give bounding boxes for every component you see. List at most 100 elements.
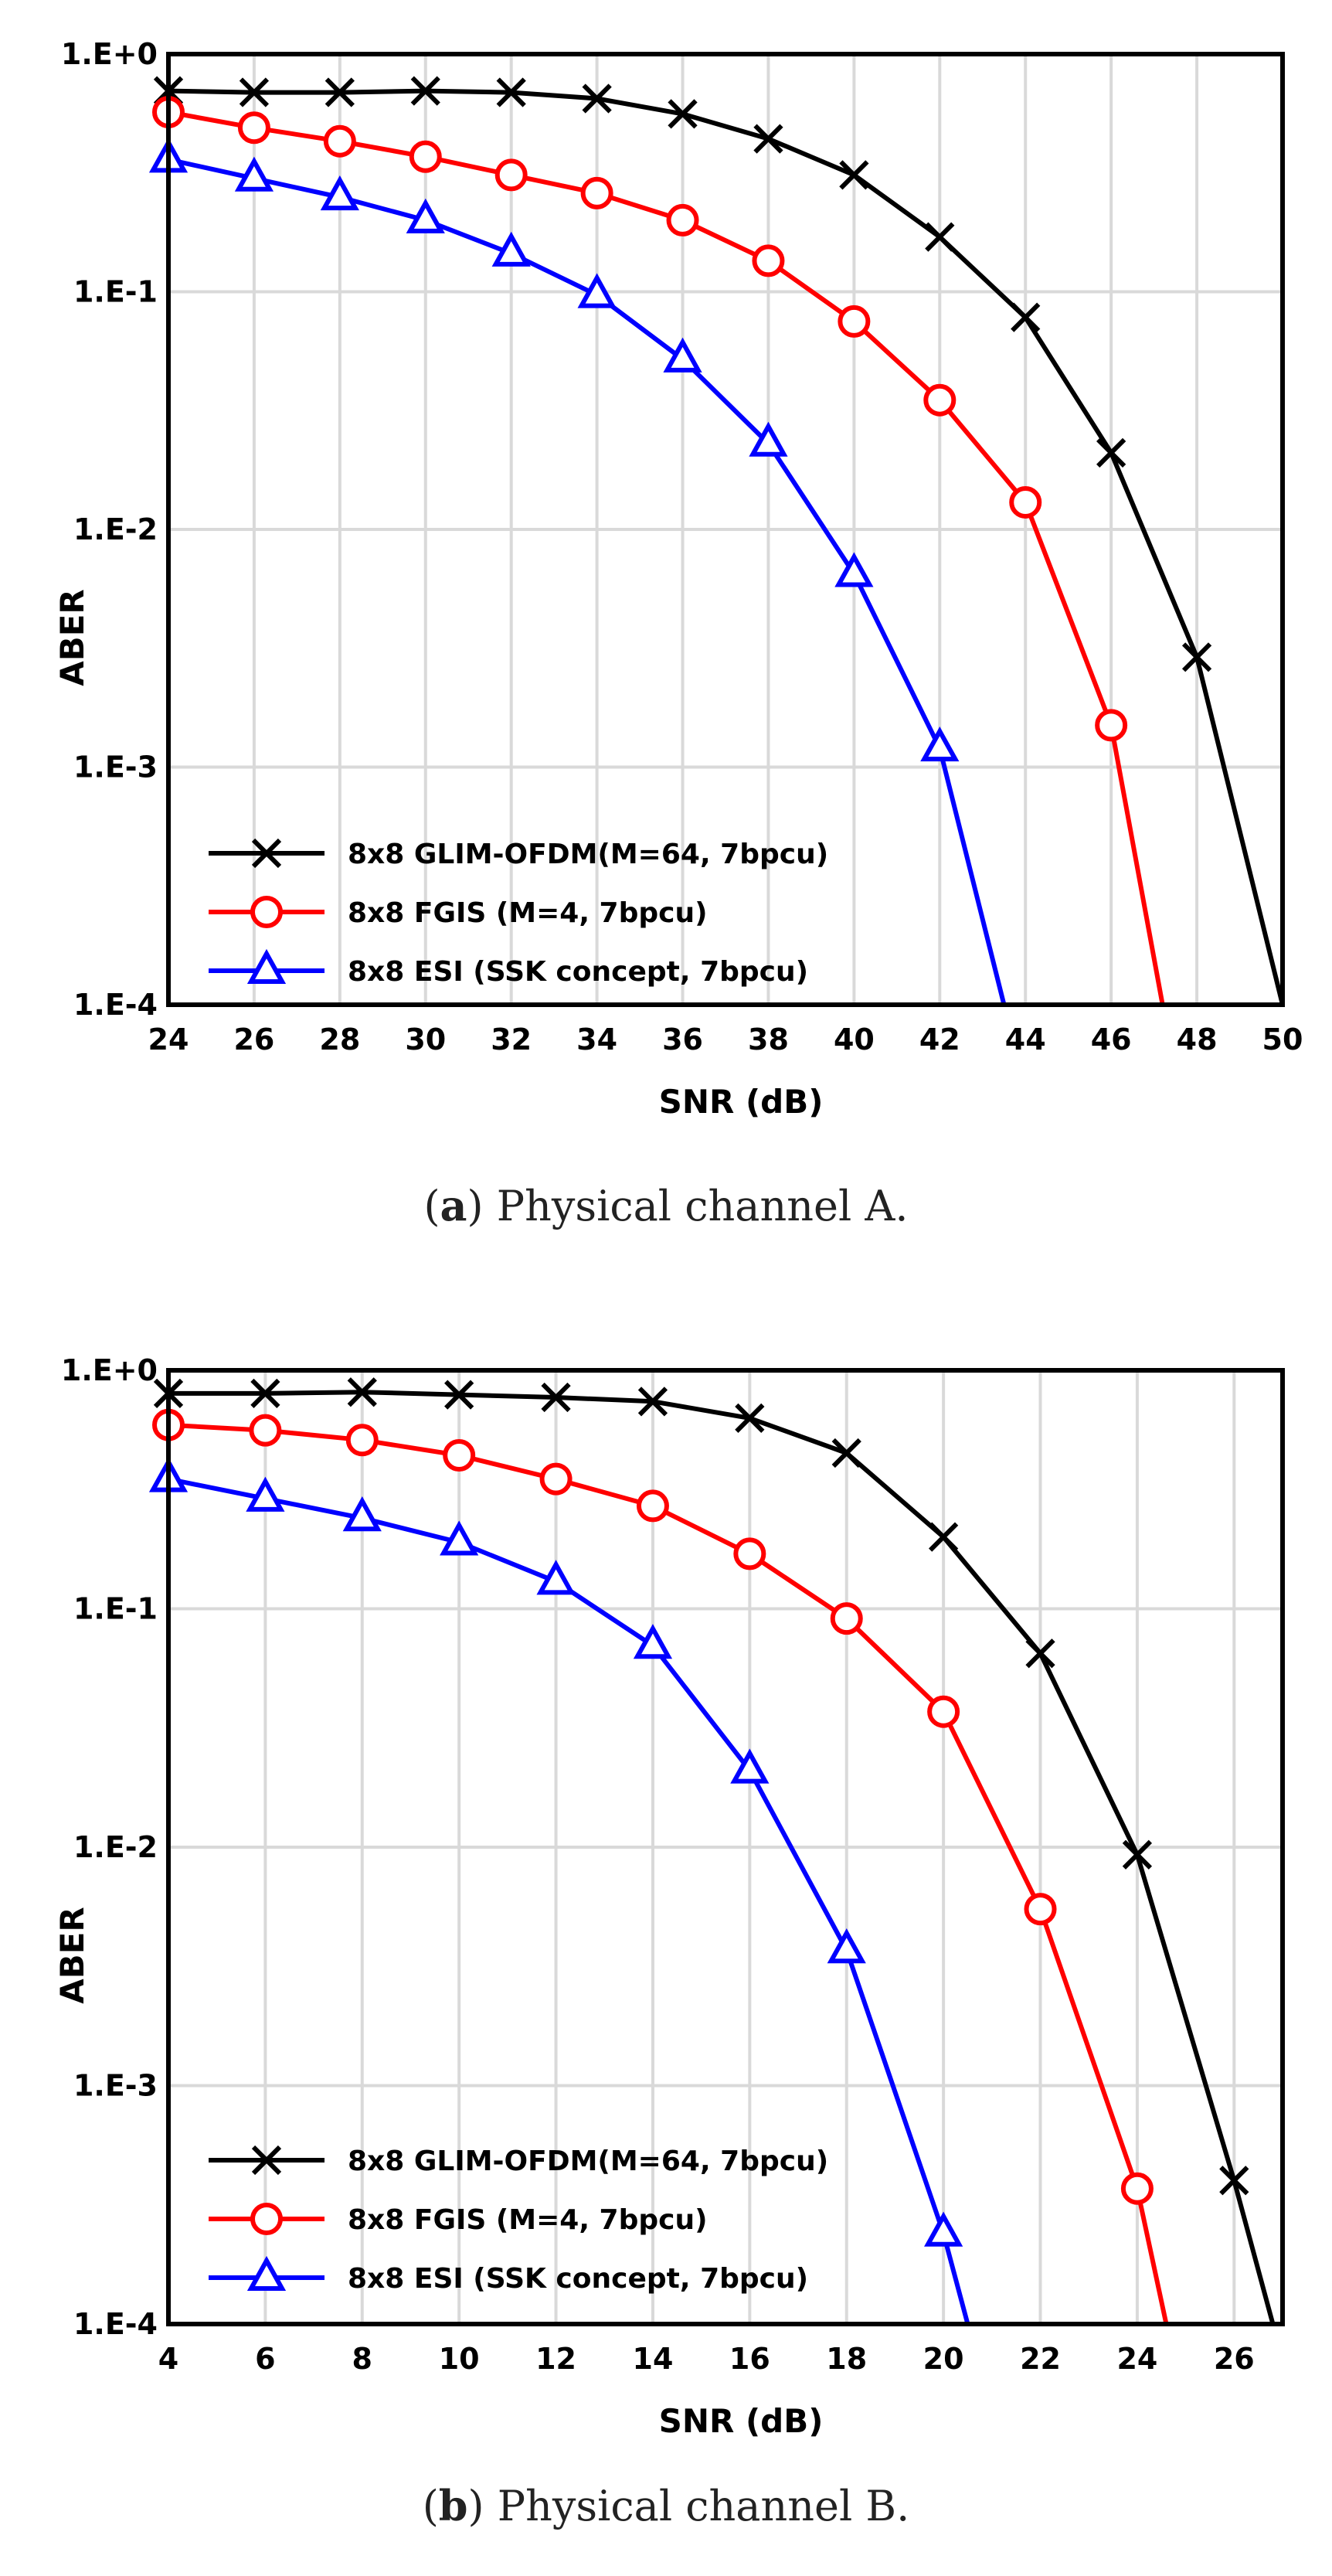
data-point-circle — [539, 1462, 573, 1496]
data-point-x — [1181, 642, 1212, 672]
data-point-x — [929, 1522, 959, 1552]
legend: 8x8 GLIM-OFDM(M=64, 7bpcu) 8x8 FGIS (M=4,… — [209, 838, 828, 988]
data-point-circle — [443, 1438, 476, 1472]
data-point-circle — [1120, 2172, 1154, 2205]
legend-marker-triangle — [246, 948, 287, 984]
caption-b-letter: b — [438, 2481, 468, 2530]
series-markers-triangle — [148, 138, 960, 762]
legend-marker-circle — [250, 896, 283, 928]
y-tick-label: 1.E-3 — [73, 750, 158, 784]
data-point-triangle — [491, 231, 531, 267]
data-point-circle — [409, 140, 442, 173]
y-tick-label: 1.E+0 — [61, 37, 158, 71]
legend-label: 8x8 FGIS (M=4, 7bpcu) — [348, 2204, 708, 2236]
legend-label: 8x8 ESI (SSK concept, 7bpcu) — [348, 956, 808, 988]
data-point-x — [496, 77, 526, 107]
data-point-circle — [830, 1602, 863, 1635]
x-tick-label: 8 — [352, 2342, 372, 2376]
x-tick-label: 30 — [405, 1023, 446, 1057]
data-point-x — [753, 124, 783, 154]
data-point-x — [839, 160, 869, 190]
x-tick-label: 10 — [439, 2342, 480, 2376]
series-group — [148, 76, 1283, 1005]
x-tick-label: 4 — [158, 2342, 178, 2376]
data-point-circle — [927, 1695, 960, 1728]
x-tick-label: 34 — [576, 1023, 617, 1057]
x-tick-label: 12 — [535, 2342, 576, 2376]
x-axis-title: SNR (dB) — [659, 1083, 824, 1121]
legend-item: 8x8 ESI (SSK concept, 7bpcu) — [209, 948, 808, 988]
x-tick-label: 36 — [662, 1023, 703, 1057]
legend-item: 8x8 FGIS (M=4, 7bpcu) — [209, 896, 708, 929]
legend-item: 8x8 GLIM-OFDM(M=64, 7bpcu) — [209, 838, 828, 870]
data-point-circle — [666, 203, 699, 237]
figure-a: 1.E+0 1.E-1 1.E-2 1.E-3 1.E-4 24 26 28 30 32 34 36 3… — [53, 37, 1303, 1230]
y-axis-title: ABER — [53, 589, 91, 686]
data-point-triangle — [246, 1476, 285, 1512]
data-point-triangle — [320, 175, 359, 211]
figure-b: 1.E+0 1.E-1 1.E-2 1.E-3 1.E-4 4 6 8 10 12 14 16 18 20… — [0, 1298, 1332, 2576]
legend-marker-circle — [250, 2203, 283, 2235]
legend-label: 8x8 FGIS (M=4, 7bpcu) — [348, 897, 708, 929]
series-markers-x — [153, 1377, 1249, 2196]
data-point-circle — [733, 1537, 766, 1570]
legend-label: 8x8 GLIM-OFDM(M=64, 7bpcu) — [348, 2146, 828, 2177]
y-tick-label: 1.E-1 — [73, 1592, 158, 1626]
data-point-circle — [1095, 709, 1128, 742]
data-point-triangle — [834, 552, 874, 587]
y-tick-label: 1.E+0 — [61, 1353, 158, 1387]
x-tick-label: 22 — [1020, 2342, 1061, 2376]
series-line-x — [168, 88, 1283, 1005]
x-tick-label: 16 — [729, 2342, 770, 2376]
data-point-x — [250, 1378, 280, 1409]
data-point-x — [1011, 302, 1041, 332]
data-point-x — [325, 77, 355, 107]
x-tick-label: 44 — [1005, 1023, 1046, 1057]
data-point-triangle — [730, 1748, 770, 1784]
x-tick-label: 24 — [148, 1023, 189, 1057]
legend-marker-triangle — [246, 2255, 287, 2291]
data-point-triangle — [827, 1928, 866, 1964]
legend-item: 8x8 FGIS (M=4, 7bpcu) — [209, 2203, 708, 2236]
data-point-x — [1096, 437, 1126, 468]
data-point-triangle — [234, 156, 274, 192]
y-tick-label: 1.E-2 — [73, 1830, 158, 1864]
x-tick-label: 48 — [1177, 1023, 1218, 1057]
data-point-circle — [1009, 485, 1042, 519]
y-tick-label: 1.E-3 — [73, 2069, 158, 2103]
legend-marker-x — [251, 838, 282, 869]
data-point-triangle — [406, 198, 445, 233]
data-point-circle — [923, 383, 957, 417]
data-point-circle — [237, 111, 270, 145]
legend-item: 8x8 ESI (SSK concept, 7bpcu) — [209, 2255, 808, 2295]
x-tick-label: 42 — [919, 1023, 960, 1057]
data-point-x — [1219, 2166, 1249, 2196]
data-point-triangle — [536, 1560, 576, 1595]
data-point-circle — [838, 305, 871, 338]
caption-a: (a) Physical channel A. — [423, 1181, 909, 1230]
data-point-x — [444, 1380, 474, 1410]
caption-a-text: Physical channel A. — [483, 1182, 909, 1230]
plot-frame — [166, 1368, 1285, 2326]
data-point-circle — [752, 244, 785, 277]
data-point-circle — [636, 1489, 669, 1523]
data-point-circle — [1024, 1893, 1057, 1926]
plot-frame — [166, 52, 1285, 1007]
caption-b-text: Physical channel B. — [484, 2482, 910, 2530]
series-line-circle — [168, 1422, 1169, 2324]
data-point-x — [1122, 1839, 1153, 1870]
x-tick-label: 6 — [255, 2342, 275, 2376]
legend: 8x8 GLIM-OFDM(M=64, 7bpcu) 8x8 FGIS (M=4,… — [209, 2145, 828, 2295]
series-line-triangle — [168, 1476, 970, 2324]
x-tick-label: 28 — [319, 1023, 360, 1057]
y-tick-label: 1.E-1 — [73, 275, 158, 309]
data-point-circle — [580, 176, 613, 209]
data-point-triangle — [920, 726, 960, 762]
series-group — [148, 1377, 1276, 2324]
caption-b: (b) Physical channel B. — [422, 2481, 910, 2530]
x-axis-title: SNR (dB) — [659, 2402, 824, 2440]
caption-a-letter: a — [440, 1181, 467, 1230]
series-line-triangle — [168, 157, 1007, 1005]
x-tick-label: 32 — [491, 1023, 532, 1057]
data-point-x — [668, 99, 698, 129]
